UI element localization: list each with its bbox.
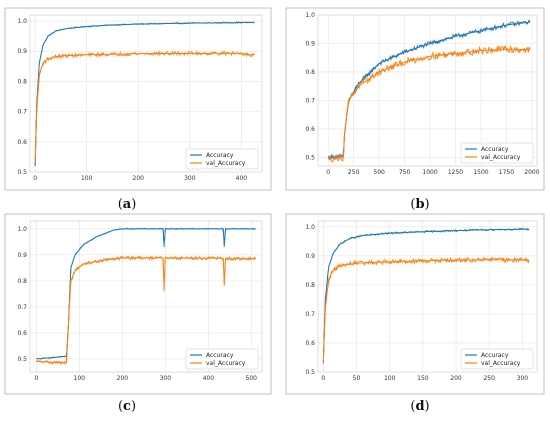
panel-b-legend-box [460,142,534,164]
panel-c-legend-label-accuracy: Accuracy [206,352,234,359]
panel-b-x-tick-label: 1750 [499,169,514,176]
panel-b-y-tick-label: 1.0 [305,12,315,19]
panel-b-y-tick-label: 0.6 [305,126,315,133]
panel-c-x-tick-label: 100 [74,375,86,382]
panel-c-x-tick-label: 500 [246,375,258,382]
panel-d-y-tick-label: 0.6 [305,340,315,347]
panel-c-x-tick-label: 400 [203,375,215,382]
panel-b-y-tick-label: 0.8 [305,69,315,76]
panel-b-y-tick-label: 0.7 [305,97,315,104]
panel-d-x-tick-label: 200 [450,375,462,382]
panel-c-accuracy-line [36,227,256,360]
panel-c-x-tick-label: 200 [117,375,129,382]
panel-a-val_accuracy-line [34,49,255,163]
panel-b-val_accuracy-line [327,44,531,163]
panel-b-legend-label-val_accuracy: val_Accuracy [481,154,521,161]
panel-a-x-tick-label: 0 [33,175,37,182]
caption-d: (d) [410,399,429,414]
panel-d-y-tick-label: 0.5 [305,369,315,376]
panel-a-legend-label-accuracy: Accuracy [206,152,234,159]
panel-a-y-tick-label: 0.8 [17,78,27,85]
panel-a-legend-box [185,148,259,170]
panel-b-x-tick-label: 2000 [524,169,539,176]
panel-d-x-tick-label: 50 [353,375,361,382]
panel-d-y-tick-label: 0.8 [305,282,315,289]
panel-a-accuracy-line [34,21,255,166]
panel-c-y-tick-label: 0.6 [17,330,27,337]
panel-b: 0 250 500 750 1000 1250 1500 1750 2000 0.5 0.6 0.7 0… [285,7,545,191]
panel-a-x-tick-label: 200 [133,175,145,182]
panel-c-legend-box [185,348,259,370]
panel-d-x-tick-label: 300 [517,375,529,382]
panel-d-y-tick-label: 1.0 [305,224,315,231]
panel-a-y-tick-label: 0.9 [17,48,27,55]
panel-a-y-tick-label: 0.5 [17,169,27,176]
panel-b-x-tick-label: 1000 [422,169,437,176]
panel-d-y-tick-label: 0.9 [305,253,315,260]
panel-d-legend-box [460,348,534,370]
panel-a-x-tick-label: 100 [81,175,93,182]
panel-b-x-tick-label: 250 [348,169,360,176]
panel-a-y-tick-label: 1.0 [17,18,27,25]
panel-c-x-tick-label: 300 [160,375,172,382]
panel-b-x-tick-label: 1250 [448,169,463,176]
panel-a-y-tick-label: 0.7 [17,109,27,116]
panel-b-x-tick-label: 500 [373,169,385,176]
panel-a-legend-label-val_accuracy: val_Accuracy [206,160,246,167]
panel-c-y-tick-label: 0.9 [17,252,27,259]
caption-b: (b) [410,197,429,212]
panel-c-legend-label-val_accuracy: val_Accuracy [206,360,246,367]
panel-d-y-tick-label: 0.7 [305,311,315,318]
panel-d-val_accuracy-line [322,256,530,364]
panel-d-x-tick-label: 100 [384,375,396,382]
panel-d-legend-label-val_accuracy: val_Accuracy [481,360,521,367]
panel-a-x-tick-label: 400 [236,175,248,182]
panel-d-x-tick-label: 150 [417,375,429,382]
panel-b-x-tick-label: 750 [399,169,411,176]
panel-c-y-tick-label: 1.0 [17,226,27,233]
panel-c: 0 100 200 300 400 500 0.5 0.6 0.7 0.8 0.9 1.0 Accur… [4,213,272,395]
panel-a-x-tick-label: 300 [184,175,196,182]
panel-b-y-tick-label: 0.5 [305,154,315,161]
panel-d-accuracy-line [322,227,530,364]
panel-b-x-tick-label: 0 [326,169,330,176]
caption-a: (a) [118,197,137,212]
panel-c-y-tick-label: 0.8 [17,278,27,285]
panel-d-legend-label-accuracy: Accuracy [481,352,509,359]
panel-b-y-tick-label: 0.9 [305,40,315,47]
panel-b-x-tick-label: 1500 [473,169,488,176]
panel-b-accuracy-line [327,18,531,161]
panel-d-x-tick-label: 250 [483,375,495,382]
panel-c-y-tick-label: 0.7 [17,304,27,311]
panel-a-y-tick-label: 0.6 [17,139,27,146]
caption-c: (c) [118,399,136,414]
panel-d: 0 50 100 150 200 250 300 0.5 0.6 0.7 0.8 0.9 1.0 Acc… [285,213,545,395]
panel-c-x-tick-label: 0 [35,375,39,382]
panel-d-x-tick-label: 0 [321,375,325,382]
panel-a: 0 100 200 300 400 0.5 0.6 0.7 0.8 0.9 1.0 Accuracy… [4,7,272,191]
panel-c-y-tick-label: 0.5 [17,356,27,363]
panel-c-axes [29,220,263,373]
panel-b-legend-label-accuracy: Accuracy [481,146,509,153]
panel-c-val_accuracy-line [36,255,256,366]
